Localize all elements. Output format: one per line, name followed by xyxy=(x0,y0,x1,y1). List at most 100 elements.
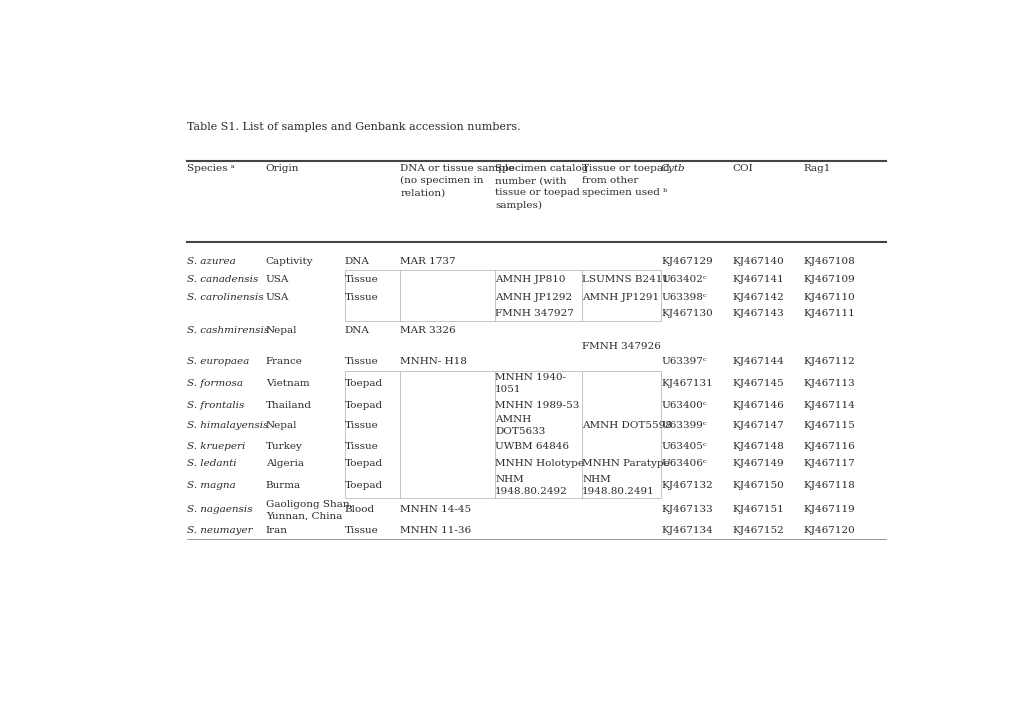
Text: MAR 1737: MAR 1737 xyxy=(399,257,455,266)
Text: S. nagaensis: S. nagaensis xyxy=(186,505,252,515)
Text: KJ467150: KJ467150 xyxy=(732,481,784,490)
Text: AMNH DOT5598: AMNH DOT5598 xyxy=(582,421,672,430)
Text: U63398ᶜ: U63398ᶜ xyxy=(660,292,706,302)
Text: S. ledanti: S. ledanti xyxy=(186,459,236,469)
Text: Origin: Origin xyxy=(266,164,299,173)
Text: KJ467142: KJ467142 xyxy=(732,292,784,302)
Text: UWBM 64846: UWBM 64846 xyxy=(494,441,569,451)
Text: Toepad: Toepad xyxy=(344,400,383,410)
Text: Vietnam: Vietnam xyxy=(266,379,309,388)
Text: DNA: DNA xyxy=(344,257,370,266)
Text: KJ467132: KJ467132 xyxy=(660,481,712,490)
Text: U63397ᶜ: U63397ᶜ xyxy=(660,357,706,366)
Text: USA: USA xyxy=(266,292,289,302)
Text: Nepal: Nepal xyxy=(266,326,298,335)
Text: S. neumayer: S. neumayer xyxy=(186,526,252,535)
Text: AMNH JP810: AMNH JP810 xyxy=(494,275,565,284)
Text: FMNH 347926: FMNH 347926 xyxy=(582,341,660,351)
Text: S. carolinensis: S. carolinensis xyxy=(186,292,263,302)
Text: COI: COI xyxy=(732,164,752,173)
Text: Tissue: Tissue xyxy=(344,441,378,451)
Text: AMNH
DOT5633: AMNH DOT5633 xyxy=(494,415,545,436)
Text: S. krueperi: S. krueperi xyxy=(186,441,245,451)
Text: Toepad: Toepad xyxy=(344,481,383,490)
Text: U63405ᶜ: U63405ᶜ xyxy=(660,441,706,451)
Text: S. frontalis: S. frontalis xyxy=(186,400,244,410)
Text: Tissue: Tissue xyxy=(344,526,378,535)
Text: MNHN Holotype: MNHN Holotype xyxy=(494,459,584,469)
Text: KJ467144: KJ467144 xyxy=(732,357,784,366)
Text: KJ467112: KJ467112 xyxy=(803,357,854,366)
Text: Rag1: Rag1 xyxy=(803,164,829,173)
Text: Toepad: Toepad xyxy=(344,379,383,388)
Text: U63406ᶜ: U63406ᶜ xyxy=(660,459,706,469)
Text: Algeria: Algeria xyxy=(266,459,304,469)
Text: U63402ᶜ: U63402ᶜ xyxy=(660,275,706,284)
Text: Iran: Iran xyxy=(266,526,287,535)
Text: KJ467110: KJ467110 xyxy=(803,292,854,302)
Text: MNHN- H18: MNHN- H18 xyxy=(399,357,467,366)
Bar xyxy=(344,371,660,498)
Text: KJ467118: KJ467118 xyxy=(803,481,854,490)
Text: LSUMNS B2411: LSUMNS B2411 xyxy=(582,275,668,284)
Text: USA: USA xyxy=(266,275,289,284)
Text: KJ467141: KJ467141 xyxy=(732,275,784,284)
Text: NHM
1948.80.2492: NHM 1948.80.2492 xyxy=(494,475,568,496)
Text: KJ467134: KJ467134 xyxy=(660,526,712,535)
Text: Blood: Blood xyxy=(344,505,375,515)
Text: MNHN 1940-
1051: MNHN 1940- 1051 xyxy=(494,374,566,394)
Text: KJ467116: KJ467116 xyxy=(803,441,854,451)
Text: S. himalayensis: S. himalayensis xyxy=(186,421,268,430)
Text: S. europaea: S. europaea xyxy=(186,357,249,366)
Text: Tissue: Tissue xyxy=(344,357,378,366)
Text: Turkey: Turkey xyxy=(266,441,303,451)
Text: Specimen catalog
number (with
tissue or toepad
samples): Specimen catalog number (with tissue or … xyxy=(494,164,588,210)
Text: KJ467146: KJ467146 xyxy=(732,400,784,410)
Text: MAR 3326: MAR 3326 xyxy=(399,326,455,335)
Text: Tissue: Tissue xyxy=(344,421,378,430)
Text: KJ467120: KJ467120 xyxy=(803,526,854,535)
Text: S. canadensis: S. canadensis xyxy=(186,275,258,284)
Text: KJ467111: KJ467111 xyxy=(803,309,854,318)
Text: AMNH JP1292: AMNH JP1292 xyxy=(494,292,572,302)
Text: KJ467129: KJ467129 xyxy=(660,257,712,266)
Text: KJ467148: KJ467148 xyxy=(732,441,784,451)
Text: KJ467115: KJ467115 xyxy=(803,421,854,430)
Text: KJ467140: KJ467140 xyxy=(732,257,784,266)
Text: Toepad: Toepad xyxy=(344,459,383,469)
Text: KJ467130: KJ467130 xyxy=(660,309,712,318)
Text: KJ467151: KJ467151 xyxy=(732,505,784,515)
Text: Tissue: Tissue xyxy=(344,292,378,302)
Text: U63399ᶜ: U63399ᶜ xyxy=(660,421,706,430)
Text: Thailand: Thailand xyxy=(266,400,312,410)
Text: Burma: Burma xyxy=(266,481,301,490)
Text: KJ467109: KJ467109 xyxy=(803,275,854,284)
Text: KJ467145: KJ467145 xyxy=(732,379,784,388)
Text: Tissue or toepad
from other
specimen used ᵇ: Tissue or toepad from other specimen use… xyxy=(582,164,669,197)
Text: KJ467147: KJ467147 xyxy=(732,421,784,430)
Text: DNA or tissue sample
(no specimen in
relation): DNA or tissue sample (no specimen in rel… xyxy=(399,164,515,197)
Text: KJ467133: KJ467133 xyxy=(660,505,712,515)
Text: U63400ᶜ: U63400ᶜ xyxy=(660,400,706,410)
Text: Species ᵃ: Species ᵃ xyxy=(186,164,234,173)
Text: NHM
1948.80.2491: NHM 1948.80.2491 xyxy=(582,475,654,496)
Text: Gaoligong Shan,
Yunnan, China: Gaoligong Shan, Yunnan, China xyxy=(266,500,353,520)
Text: Tissue: Tissue xyxy=(344,275,378,284)
Text: KJ467143: KJ467143 xyxy=(732,309,784,318)
Text: S. magna: S. magna xyxy=(186,481,235,490)
Text: DNA: DNA xyxy=(344,326,370,335)
Text: KJ467114: KJ467114 xyxy=(803,400,854,410)
Text: KJ467119: KJ467119 xyxy=(803,505,854,515)
Text: MNHN 1989-53: MNHN 1989-53 xyxy=(494,400,579,410)
Text: Cytb: Cytb xyxy=(660,164,685,173)
Text: MNHN 14-45: MNHN 14-45 xyxy=(399,505,471,515)
Text: France: France xyxy=(266,357,303,366)
Text: MNHN 11-36: MNHN 11-36 xyxy=(399,526,471,535)
Text: AMNH JP1291: AMNH JP1291 xyxy=(582,292,658,302)
Text: S. cashmirensis: S. cashmirensis xyxy=(186,326,269,335)
Text: S. azurea: S. azurea xyxy=(186,257,235,266)
Text: S. formosa: S. formosa xyxy=(186,379,243,388)
Text: KJ467131: KJ467131 xyxy=(660,379,712,388)
Text: KJ467152: KJ467152 xyxy=(732,526,784,535)
Bar xyxy=(344,271,660,321)
